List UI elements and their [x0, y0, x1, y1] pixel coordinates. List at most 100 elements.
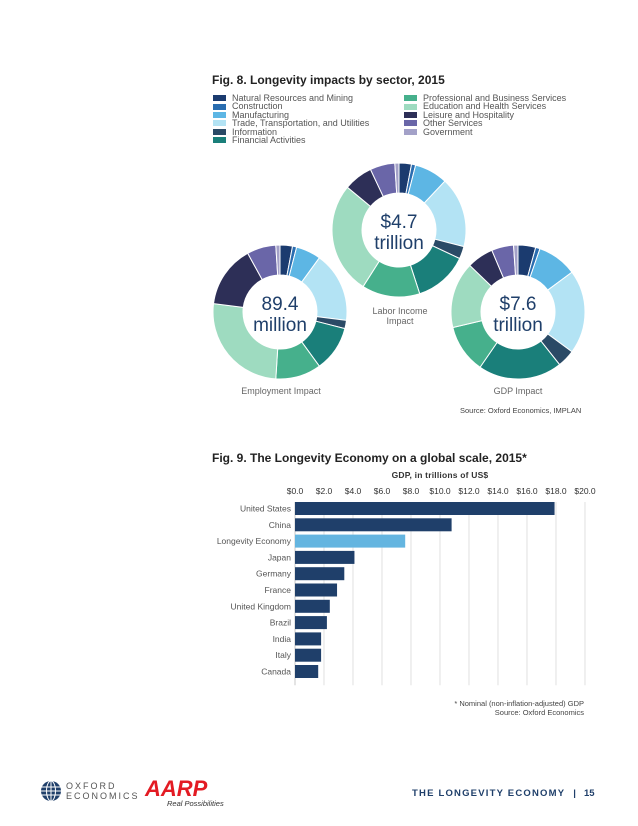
- gdp-label: GDP Impact: [493, 386, 543, 396]
- fig8-legend-left: Natural Resources and Mining Construction…: [213, 93, 370, 145]
- bar-japan: [295, 550, 355, 564]
- employment-center-value: 89.4: [262, 294, 299, 315]
- legend-label: Manufacturing: [232, 109, 290, 120]
- legend-label: Government: [423, 126, 473, 137]
- legend-label: Natural Resources and Mining: [232, 93, 354, 103]
- x-tick-label: $0.0: [287, 486, 304, 496]
- fig9-title: Fig. 9. The Longevity Economy on a globa…: [212, 451, 527, 465]
- legend-label: Information: [232, 126, 278, 137]
- bar-united-kingdom: [295, 599, 330, 613]
- employment-label: Employment Impact: [241, 386, 321, 396]
- legend-swatch: [213, 137, 226, 144]
- labor-income-center-unit: trillion: [374, 233, 424, 254]
- globe-icon: [41, 780, 61, 802]
- x-tick-label: $6.0: [374, 486, 391, 496]
- category-label-china: China: [269, 520, 291, 530]
- fig9-axis-title: GDP, in trillions of US$: [391, 470, 489, 480]
- legend-label: Leisure and Hospitality: [423, 109, 515, 120]
- employment-slice-education-and-health-services: [212, 303, 279, 380]
- bar-canada: [295, 665, 319, 678]
- legend-item-information: Information: [213, 126, 369, 137]
- legend-swatch: [213, 103, 226, 110]
- legend-item-leisure-and-hospitality: Leisure and Hospitality: [404, 109, 566, 120]
- legend-item-manufacturing: Manufacturing: [213, 109, 369, 120]
- gdp-slice-government: [512, 244, 519, 276]
- legend-label: Trade, Transportation, and Utilities: [232, 118, 370, 129]
- category-label-united-kingdom: United Kingdom: [231, 601, 291, 611]
- category-label-united-states: United States: [240, 504, 291, 514]
- legend-label: Other Services: [423, 118, 483, 129]
- legend-item-trade-transportation-and-utilities: Trade, Transportation, and Utilities: [213, 118, 370, 129]
- fig8-legend-right: Professional and Business Services Educat…: [404, 93, 567, 137]
- bar-germany: [295, 567, 345, 581]
- legend-swatch: [404, 111, 417, 118]
- footer-separator: |: [573, 788, 576, 799]
- labor-income-label-line1: Labor Income: [372, 306, 428, 316]
- category-label-brazil: Brazil: [270, 618, 291, 628]
- x-tick-label: $12.0: [458, 486, 480, 496]
- bar-longevity-economy: [295, 534, 406, 548]
- labor-income-center-value: $4.7: [381, 212, 418, 233]
- bar-brazil: [295, 616, 327, 630]
- legend-swatch: [404, 103, 417, 110]
- bar-italy: [295, 648, 322, 662]
- x-tick-label: $4.0: [345, 486, 362, 496]
- legend-swatch: [213, 111, 226, 118]
- category-label-japan: Japan: [268, 552, 291, 562]
- gdp-center-unit: trillion: [493, 315, 543, 336]
- bar-chart: $0.0 $2.0 $4.0 $6.0 $8.0 $10.0 $12.0 $14.0 $16.0…: [217, 486, 596, 686]
- oxford-economics-logo: OXFORD ECONOMICS: [40, 779, 138, 803]
- legend-swatch: [213, 95, 226, 102]
- fig8-title: Fig. 8. Longevity impacts by sector, 201…: [212, 73, 445, 87]
- labor-income-label: Labor Income Impact: [352, 306, 448, 326]
- legend-item-education-and-health-services: Education and Health Services: [404, 101, 566, 112]
- oxford-logo-line1: OXFORD: [66, 781, 117, 791]
- labor-income-label-line2: Impact: [386, 316, 414, 326]
- page-number: 15: [583, 788, 595, 799]
- bar-united-states: [295, 502, 555, 515]
- x-tick-label: $8.0: [403, 486, 420, 496]
- x-tick-label: $20.0: [574, 486, 596, 496]
- legend-item-government: Government: [404, 126, 566, 137]
- gdp-center-value: $7.6: [500, 294, 537, 315]
- x-tick-label: $2.0: [316, 486, 333, 496]
- category-label-france: France: [265, 585, 292, 595]
- bar-china: [295, 518, 452, 532]
- category-label-india: India: [273, 634, 292, 644]
- legend-item-natural-resources-and-mining: Natural Resources and Mining: [213, 93, 369, 103]
- legend-swatch: [213, 120, 226, 127]
- category-label-canada: Canada: [261, 667, 291, 677]
- legend-swatch: [404, 120, 417, 127]
- employment-slice-government: [275, 244, 281, 276]
- legend-swatch: [404, 95, 417, 102]
- category-label-italy: Italy: [275, 650, 291, 660]
- x-tick-label: $10.0: [429, 486, 451, 496]
- employment-center-unit: million: [253, 315, 307, 336]
- x-tick-label: $14.0: [487, 486, 509, 496]
- x-tick-label: $16.0: [516, 486, 538, 496]
- oxford-logo-line2: ECONOMICS: [66, 791, 140, 801]
- legend-item-construction: Construction: [213, 101, 369, 112]
- aarp-wordmark: AARP: [145, 776, 208, 801]
- legend-label: Education and Health Services: [423, 101, 547, 112]
- legend-label: Construction: [232, 101, 283, 112]
- fig8-source: Source: Oxford Economics, IMPLAN: [460, 406, 582, 415]
- fig9-source: Source: Oxford Economics: [494, 708, 584, 717]
- footer-page-info: THE LONGEVITY ECONOMY | 15: [412, 788, 595, 799]
- legend-label: Financial Activities: [232, 134, 306, 145]
- legend-label: Professional and Business Services: [423, 93, 567, 103]
- footer-title: THE LONGEVITY ECONOMY: [412, 788, 566, 799]
- legend-swatch: [213, 128, 226, 135]
- bar-france: [295, 583, 338, 597]
- aarp-logo: AARP Real Possibilities: [145, 776, 245, 809]
- category-label-germany: Germany: [256, 569, 292, 579]
- legend-item-professional-and-business-services: Professional and Business Services: [404, 93, 567, 103]
- fig9-footnote: * Nominal (non-inflation-adjusted) GDP: [454, 699, 584, 708]
- labor-income-slice-government: [394, 162, 400, 194]
- bar-india: [295, 632, 322, 646]
- category-label-longevity-economy: Longevity Economy: [217, 536, 292, 546]
